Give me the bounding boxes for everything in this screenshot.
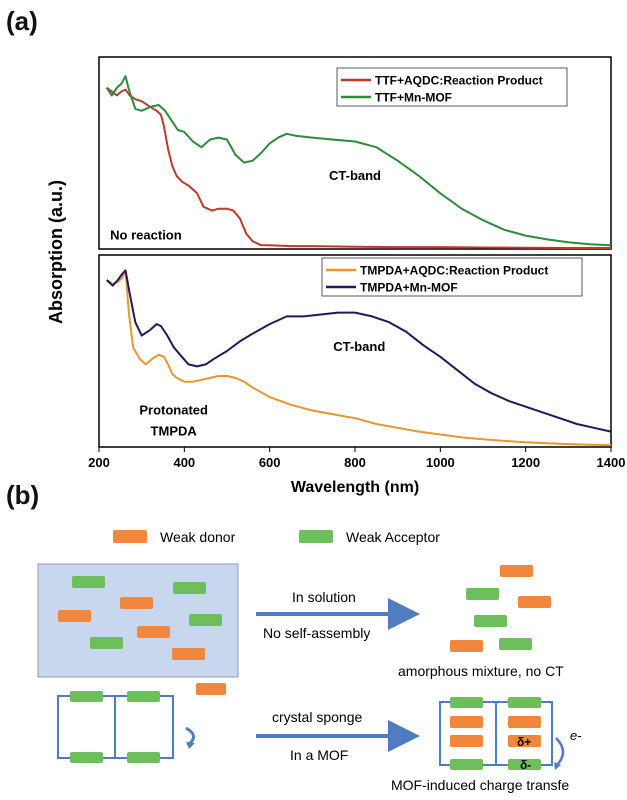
delta-minus-label: δ- bbox=[520, 758, 531, 772]
electron-transfer-arrow bbox=[555, 737, 565, 767]
result2-label: MOF-induced charge transfe bbox=[391, 777, 569, 793]
x-tick-label-6: 1400 bbox=[597, 455, 626, 470]
amorphous-molecules bbox=[450, 565, 551, 652]
scheme-panel: Weak donor Weak Acceptor In solution No … bbox=[0, 510, 627, 795]
x-tick-label-5: 1200 bbox=[511, 455, 540, 470]
absorption-chart: TTF+AQDC:Reaction Product TTF+Mn-MOF CT-ba… bbox=[46, 56, 626, 496]
legend-acceptor-label: Weak Acceptor bbox=[346, 529, 440, 545]
legend-label-2-1: TMPDA+AQDC:Reaction Product bbox=[360, 264, 548, 278]
plot-frame-1 bbox=[98, 56, 612, 250]
panel-b-label: (b) bbox=[6, 480, 40, 510]
x-tick-label-4: 1000 bbox=[426, 455, 455, 470]
incoming-donor bbox=[196, 683, 226, 695]
arrow2-bottom-label: In a MOF bbox=[290, 747, 348, 763]
series-line-2-1 bbox=[106, 269, 612, 447]
legend-box-1 bbox=[336, 67, 568, 107]
series-line-1-1 bbox=[106, 86, 611, 249]
legend-acceptor-swatch bbox=[299, 530, 333, 543]
legend-box-2 bbox=[321, 257, 583, 297]
panel-a-label: (a) bbox=[6, 6, 38, 36]
scheme-graphic: Weak donor Weak Acceptor In solution No … bbox=[37, 529, 582, 793]
annotation-1-2: No reaction bbox=[110, 227, 182, 242]
solution-molecules bbox=[58, 576, 222, 660]
mof-framework-empty bbox=[57, 691, 174, 763]
result1-label: amorphous mixture, no CT bbox=[398, 663, 564, 679]
electron-label: e- bbox=[570, 728, 582, 743]
legend-donor-swatch bbox=[113, 530, 147, 543]
annotation-2-2: Protonated bbox=[139, 402, 208, 417]
x-tick-label-0: 200 bbox=[88, 455, 110, 470]
legend-label-1-1: TTF+AQDC:Reaction Product bbox=[375, 74, 543, 88]
x-tick-label-2: 600 bbox=[259, 455, 281, 470]
x-axis-label: Wavelength (nm) bbox=[291, 479, 419, 496]
annotation-1-1: CT-band bbox=[329, 168, 381, 183]
series-line-1-2 bbox=[105, 75, 612, 247]
series-line-2-2 bbox=[106, 269, 612, 433]
arrow1-bottom-label: No self-assembly bbox=[263, 625, 370, 641]
annotation-2-1: CT-band bbox=[333, 339, 385, 354]
mof-framework-filled bbox=[439, 697, 553, 770]
legend-label-2-2: TMPDA+Mn-MOF bbox=[360, 281, 458, 295]
x-tick-label-1: 400 bbox=[173, 455, 195, 470]
arrow2-top-label: crystal sponge bbox=[272, 709, 362, 725]
arrow1-top-label: In solution bbox=[292, 589, 356, 605]
delta-plus-label: δ+ bbox=[517, 735, 531, 749]
y-axis-label: Absorption (a.u.) bbox=[46, 180, 66, 324]
legend-donor-label: Weak donor bbox=[160, 529, 236, 545]
annotation-2-3: TMPDA bbox=[151, 423, 198, 438]
x-tick-label-3: 800 bbox=[344, 455, 366, 470]
legend-label-1-2: TTF+Mn-MOF bbox=[375, 91, 452, 105]
